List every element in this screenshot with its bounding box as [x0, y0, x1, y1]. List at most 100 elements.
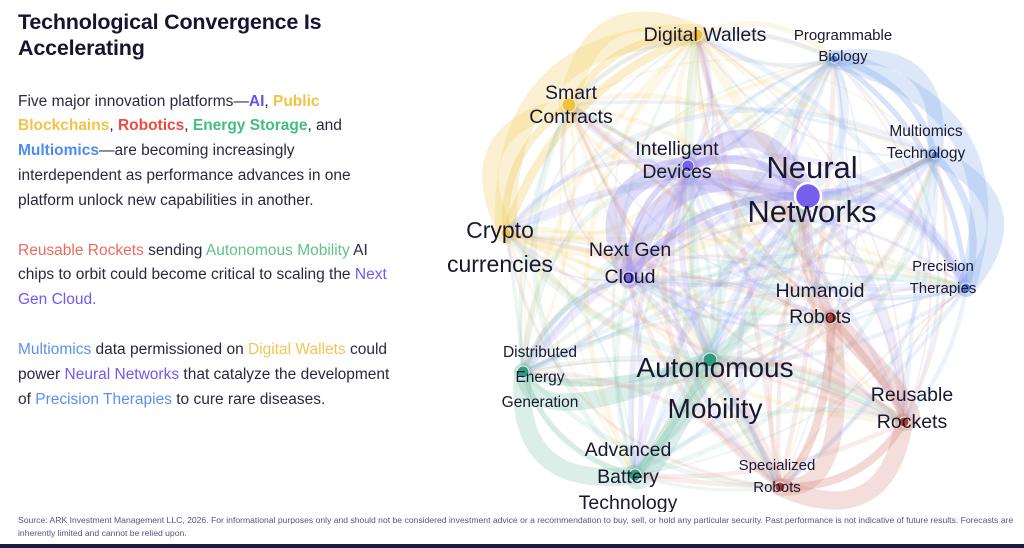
network-edge	[779, 58, 849, 488]
network-edge	[694, 32, 811, 199]
highlight-term: Multiomics	[18, 340, 92, 358]
network-edge	[503, 152, 938, 243]
cryptocurrencies-label: currencies	[447, 251, 553, 277]
reusable-rockets-node	[898, 416, 910, 428]
bottom-border	[0, 544, 1024, 548]
network-edge	[520, 369, 783, 490]
network-edge	[567, 103, 782, 489]
network-edge	[520, 355, 907, 425]
network-edge	[686, 57, 836, 168]
network-edge	[801, 191, 837, 323]
network-edge	[686, 164, 722, 362]
network-edge	[521, 253, 968, 374]
network-edge	[696, 34, 905, 423]
humanoid-robots-label: Robots	[789, 306, 851, 328]
network-edge	[632, 163, 695, 478]
network-edge	[614, 275, 638, 478]
network-edge	[674, 32, 700, 169]
network-edge	[520, 275, 632, 375]
network-edge	[777, 56, 837, 490]
highlight-term: Next Gen Cloud.	[18, 266, 392, 309]
network-edge	[520, 33, 699, 374]
network-edge	[694, 32, 938, 158]
network-edge	[767, 152, 938, 490]
network-edge	[791, 56, 837, 199]
network-edge	[830, 285, 968, 320]
network-edge	[707, 152, 938, 363]
network-edge	[627, 254, 834, 320]
network-edge	[502, 177, 812, 237]
network-edge	[683, 155, 813, 201]
network-edge	[567, 103, 782, 489]
reusable-rockets-label: Rockets	[877, 411, 948, 433]
network-edge	[628, 58, 835, 279]
distributed-energy-generation-label: Energy	[515, 369, 564, 386]
network-edge	[503, 158, 691, 236]
network-edge	[520, 32, 700, 375]
smart-contracts-node	[561, 97, 577, 113]
network-edge	[776, 193, 811, 490]
intelligent-devices-label: Intelligent	[635, 138, 719, 160]
network-edge	[566, 92, 811, 199]
network-edge	[803, 54, 849, 201]
text-segment: AI chips to orbit could become critical …	[18, 241, 373, 284]
network-edge	[634, 287, 967, 476]
network-edge	[802, 188, 972, 294]
network-edge	[566, 102, 835, 321]
network-edge	[626, 275, 783, 490]
advanced-battery-technology-label: Battery	[597, 466, 659, 488]
humanoid-robots-label: Humanoid	[776, 280, 865, 302]
autonomous-mobility-label: Mobility	[668, 393, 763, 424]
distributed-energy-generation-label: Distributed	[503, 344, 577, 361]
network-edge	[520, 152, 938, 375]
network-edge	[614, 33, 699, 280]
network-edge	[704, 354, 786, 493]
network-edge	[503, 230, 835, 321]
network-edge	[779, 287, 967, 488]
network-edge	[696, 34, 967, 289]
text-segment: , and	[307, 117, 347, 135]
source-disclaimer: Source: ARK Investment Management LLC, 2…	[18, 515, 1014, 539]
network-edge	[503, 230, 713, 363]
network-edge	[504, 230, 968, 290]
network-edge	[520, 369, 638, 478]
network-edge	[503, 163, 691, 242]
network-edge	[737, 193, 811, 490]
precision-therapies-node	[960, 282, 972, 294]
network-edge	[520, 193, 811, 375]
multiomics-technology-label: Technology	[887, 145, 966, 162]
highlight-term: Digital Wallets	[248, 340, 346, 358]
neural-networks-label: Neural	[766, 150, 857, 185]
network-edge	[775, 313, 837, 492]
network-edge	[521, 57, 836, 374]
network-edge	[627, 153, 937, 281]
network-edge	[708, 57, 836, 362]
network-edge	[804, 151, 939, 200]
network-edge	[694, 32, 969, 291]
network-edge	[627, 33, 714, 280]
network-edge	[681, 32, 713, 363]
text-segment: ,	[264, 92, 273, 110]
network-edge	[805, 152, 938, 199]
network-edge	[562, 103, 631, 280]
network-edge	[770, 412, 914, 510]
network-edge	[566, 102, 713, 363]
network-edge	[628, 58, 835, 279]
autonomous-mobility-node	[702, 352, 718, 368]
network-edge	[694, 21, 837, 62]
network-edge	[694, 32, 783, 490]
intro-paragraph-3: Multiomics data permissioned on Digital …	[18, 338, 390, 412]
network-edge	[696, 34, 833, 319]
highlight-term: Precision Therapies	[35, 390, 172, 408]
network-edge	[626, 275, 783, 490]
network-edge	[494, 24, 708, 244]
network-svg: Digital Wallets ProgrammableBiologySmartC…	[447, 11, 1005, 512]
digital-wallets-node	[690, 28, 704, 42]
network-edge	[632, 407, 907, 478]
intelligent-devices-label: Devices	[642, 161, 712, 183]
network-edge	[583, 32, 700, 478]
network-edge	[567, 100, 937, 157]
distributed-energy-generation-label: Generation	[502, 394, 579, 411]
network-edge	[705, 150, 940, 365]
